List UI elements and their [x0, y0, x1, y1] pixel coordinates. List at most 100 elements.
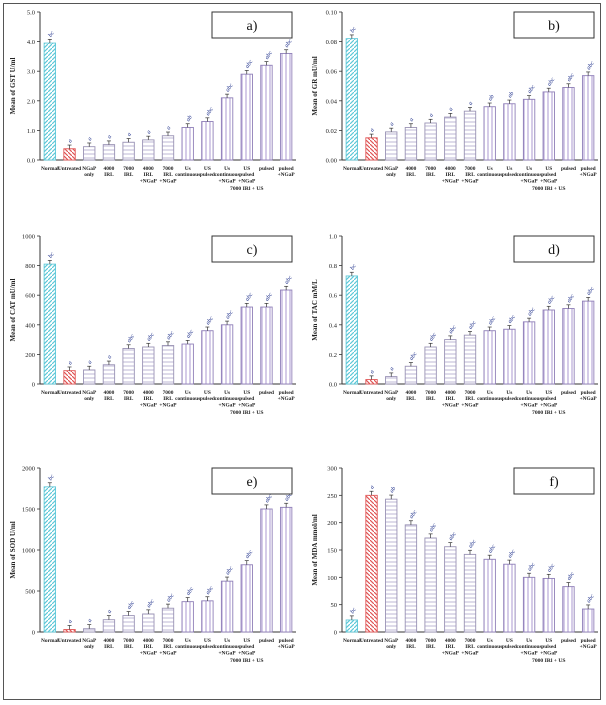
panel-label: c)	[247, 243, 258, 258]
significance-label: abc	[264, 493, 274, 504]
x-tick-label: Untreated	[58, 166, 81, 172]
bar	[424, 537, 437, 633]
bar	[102, 619, 116, 633]
significance-label: abc	[284, 38, 294, 49]
significance-label: abc	[546, 563, 556, 574]
bar	[201, 600, 214, 633]
bar	[542, 309, 555, 385]
x-tick-label: 7000 IRL +NGaP	[461, 166, 479, 184]
bar	[562, 87, 575, 161]
significance-label: abc	[546, 77, 556, 88]
significance-label: a	[428, 113, 435, 119]
x-tick-label: 7000 IRL +NGaP	[461, 390, 479, 408]
y-tick-label: 3.0	[27, 69, 35, 76]
x-group-label: 7000 IRl + US	[230, 186, 264, 192]
bar	[201, 121, 214, 161]
x-tick-label: 7000 IRL +NGaP	[159, 638, 177, 656]
figure-frame	[3, 3, 601, 700]
significance-label: abc	[468, 539, 478, 550]
bar	[522, 576, 536, 633]
y-tick-label: 0.8	[329, 263, 337, 270]
significance-label: abc	[487, 315, 497, 326]
significance-label: abc	[166, 330, 176, 341]
bar	[385, 376, 398, 385]
panel-d: Mean of TAC mM/L 0.0 0.2 0.4 0.6 0.8 1.0 bc Norm…	[311, 234, 598, 416]
x-tick-label: NGaP only	[82, 638, 97, 650]
y-axis-label: Mean of GST U/ml	[9, 58, 17, 115]
y-tick-label: 0.00	[326, 158, 337, 165]
x-tick-label: 7000 IRL	[123, 166, 134, 178]
bar	[240, 306, 253, 385]
x-tick-label: pulsed	[259, 638, 274, 644]
x-tick-label: pulsed	[259, 166, 274, 172]
y-tick-label: 0	[32, 630, 35, 637]
significance-label: a	[67, 138, 74, 144]
y-axis-label: Mean of CAT mU/ml	[9, 278, 17, 341]
x-tick-label: US pulsed	[502, 638, 517, 650]
y-tick-label: 0.0	[329, 382, 337, 389]
panel-label: e)	[247, 475, 258, 490]
y-tick-label: 150	[327, 548, 337, 555]
bar	[83, 369, 96, 385]
bar	[345, 619, 359, 633]
y-tick-label: 50	[331, 602, 338, 609]
x-tick-label: pulsed +NGaP	[580, 390, 598, 402]
x-group-label: 7000 IRl + US	[532, 658, 566, 664]
significance-label: abc	[225, 565, 235, 576]
bar	[503, 103, 516, 161]
y-tick-label: 1000	[22, 548, 35, 555]
significance-label: ab	[185, 115, 193, 123]
significance-label: abc	[205, 585, 215, 596]
significance-label: abc	[507, 314, 517, 325]
y-axis-label: Mean of MDA mmol/ml	[311, 514, 319, 585]
x-tick-label: 4000 IRL +NGaP	[442, 390, 460, 408]
x-tick-label: Us continuous +NGaP	[214, 166, 239, 184]
x-tick-label: Us continuous	[175, 638, 200, 650]
x-tick-label: Us continuous +NGaP	[516, 166, 541, 184]
significance-label: abc	[126, 600, 136, 611]
y-tick-label: 200	[25, 352, 35, 359]
x-tick-label: NGaP only	[384, 638, 399, 650]
bar	[404, 126, 418, 161]
significance-label: abc	[468, 320, 478, 331]
y-tick-label: 0.2	[329, 352, 337, 359]
y-tick-label: 5.0	[27, 10, 35, 17]
bar	[220, 97, 234, 161]
bar	[424, 346, 437, 385]
x-tick-label: Us continuous +NGaP	[214, 390, 239, 408]
x-tick-label: NGaP only	[384, 390, 399, 402]
significance-label: abc	[527, 562, 537, 573]
significance-label: a	[107, 609, 114, 615]
y-tick-label: 2.0	[27, 98, 35, 105]
panel-label-box	[211, 11, 293, 39]
significance-label: a	[87, 136, 94, 142]
significance-label: a	[468, 101, 475, 107]
bar	[365, 494, 378, 633]
significance-label: bc	[350, 607, 358, 615]
significance-label: abc	[185, 329, 195, 340]
bar	[161, 345, 175, 385]
bar	[240, 73, 253, 161]
y-tick-label: 300	[327, 466, 337, 473]
panel-label: d)	[548, 243, 560, 258]
x-tick-label: 7000 IRL	[123, 638, 134, 650]
x-tick-label: 4000 IRL +NGaP	[140, 638, 158, 656]
y-tick-label: 0.06	[326, 69, 338, 76]
x-tick-label: pulsed +NGaP	[278, 390, 296, 402]
significance-label: abc	[527, 306, 537, 317]
bar	[444, 339, 457, 385]
y-tick-label: 0.0	[27, 158, 35, 165]
bar	[43, 42, 57, 161]
y-tick-label: 4.0	[27, 39, 35, 46]
significance-label: abc	[409, 509, 419, 520]
panel-label: f)	[549, 475, 559, 490]
bar	[562, 308, 575, 385]
x-tick-label: Untreated	[360, 390, 383, 396]
x-tick-label: Untreated	[360, 638, 383, 644]
bar	[63, 148, 76, 161]
x-tick-label: pulsed	[561, 638, 576, 644]
y-tick-label: 0.02	[326, 128, 337, 135]
significance-label: abc	[586, 60, 596, 71]
x-tick-label: US pulsed +NGaP	[238, 638, 256, 656]
x-tick-label: Us continuous	[175, 166, 200, 178]
